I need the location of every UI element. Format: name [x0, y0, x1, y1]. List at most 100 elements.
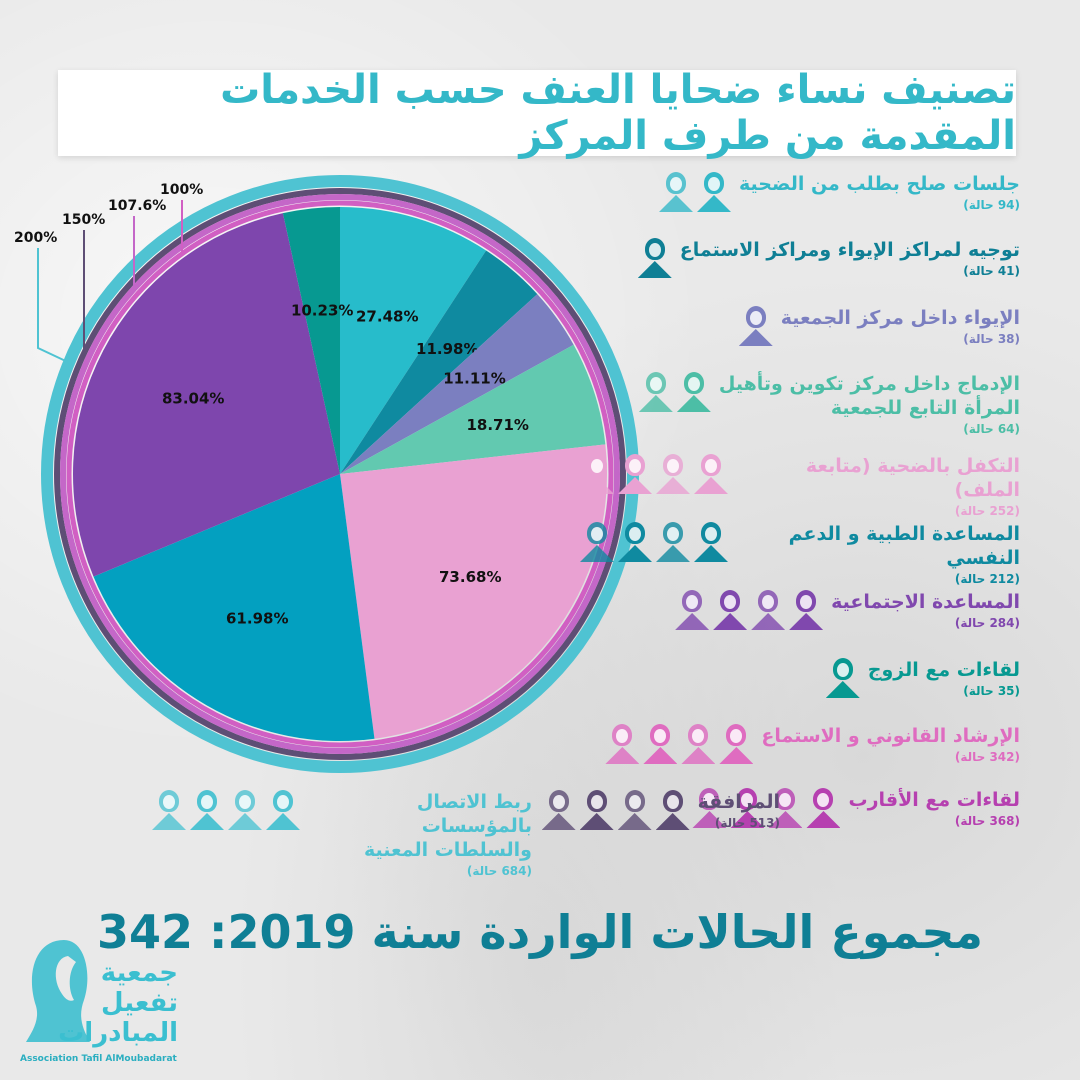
woman-icon [579, 790, 614, 830]
woman-icon [681, 724, 716, 764]
legend-item-6: المساعدة الاجتماعية (284 حالة) [580, 590, 1020, 650]
legend-label: ربط الاتصال بالمؤسسات [416, 791, 532, 837]
woman-icon [694, 454, 728, 494]
woman-icon [825, 658, 860, 698]
pie-slice-4 [340, 444, 607, 739]
legend-label: المساعدة الاجتماعية [831, 591, 1020, 613]
ring-2 [60, 194, 620, 754]
woman-icon [676, 372, 711, 412]
pie-slice-1 [340, 250, 538, 474]
legend-text: الإرشاد القانوني و الاستماع (342 حالة) [761, 724, 1020, 784]
legend-icons [638, 372, 711, 432]
logo-latin-text: Association Tafil AlMoubadarat [20, 1054, 177, 1064]
title-box: تصنيف نساء ضحايا العنف حسب الخدمات المقد… [58, 67, 1016, 159]
page-title: تصنيف نساء ضحايا العنف حسب الخدمات المقد… [220, 67, 1016, 159]
logo: جمعية تفعيل المبادرات Association Tafil … [18, 930, 178, 1070]
ring-label-2: 107.6% [108, 198, 166, 214]
legend-label: الإدماج داخل مركز تكوين وتأهيل [718, 373, 1020, 395]
legend-icons [580, 522, 728, 582]
legend-text: ربط الاتصال بالمؤسسات والسلطات المعنية (68… [308, 790, 532, 878]
ring-label-0: 200% [14, 230, 57, 246]
legend-count: (284 حالة) [954, 616, 1020, 630]
woman-icon [789, 590, 824, 630]
legend-item-8: الإرشاد القانوني و الاستماع (342 حالة) [580, 724, 1020, 784]
woman-icon [580, 522, 614, 562]
logo-line-1: جمعية [100, 958, 178, 988]
bottom-legend-item-1: ربط الاتصال بالمؤسسات والسلطات المعنية (68… [152, 790, 532, 878]
logo-text: جمعية تفعيل المبادرات [58, 958, 178, 1048]
woman-icon [637, 238, 672, 278]
woman-icon [643, 724, 678, 764]
legend-label: لقاءات مع الأقارب [848, 789, 1020, 811]
woman-icon [638, 372, 673, 412]
legend-item-1: توجيه لمراكز الإيواء ومراكز الاستماع (41 … [580, 238, 1020, 298]
woman-icon [152, 790, 186, 830]
woman-icon [228, 790, 262, 830]
legend-text: المساعدة الاجتماعية (284 حالة) [831, 590, 1020, 650]
legend-item-5: المساعدة الطبية و الدعم النفسي (212 حالة) [580, 522, 1020, 586]
pie-slice-3 [340, 344, 606, 474]
legend-label: المساعدة الطبية و الدعم النفسي [788, 523, 1020, 569]
slice-label-7: 10.23% [291, 301, 353, 319]
woman-icon [618, 454, 652, 494]
woman-icon [806, 788, 841, 828]
legend-icons [738, 306, 773, 366]
woman-icon [605, 724, 640, 764]
legend-item-2: الإيواء داخل مركز الجمعية (38 حالة) [580, 306, 1020, 366]
total-cases: مجموع الحالات الواردة سنة 2019: 342 [96, 905, 984, 959]
legend-icons [637, 238, 672, 298]
woman-icon [617, 790, 652, 830]
logo-line-2: تفعيل [101, 988, 178, 1018]
slice-label-5: 61.98% [226, 609, 288, 627]
legend-item-0: جلسات صلح بطلب من الضحية (94 حالة) [580, 172, 1020, 232]
legend-item-3: الإدماج داخل مركز تكوين وتأهيل المرأة الت… [580, 372, 1020, 436]
woman-icon [719, 724, 754, 764]
woman-icon [730, 788, 765, 828]
bottom-legend-item-0: المرافقة (513 حالة) [541, 790, 780, 866]
woman-icon [692, 788, 727, 828]
legend-count: (212 حالة) [954, 572, 1020, 586]
woman-icon [675, 590, 710, 630]
legend-icons [692, 788, 841, 848]
pie-slice-7 [282, 207, 340, 474]
legend-count: (64 حالة) [963, 422, 1020, 436]
legend-label: جلسات صلح بطلب من الضحية [739, 173, 1020, 195]
slice-label-6: 83.04% [162, 389, 224, 407]
woman-icon [694, 522, 728, 562]
legend-text: لقاءات مع الزوج (35 حالة) [868, 658, 1020, 718]
legend-text: التكفل بالضحية (متابعة الملف) (252 حالة) [736, 454, 1020, 518]
slice-label-3: 18.71% [466, 416, 528, 434]
woman-icon [655, 790, 690, 830]
legend-count: (94 حالة) [963, 198, 1020, 212]
legend-icons [580, 454, 728, 514]
pie-slice-2 [340, 294, 574, 474]
legend-count: (684 حالة) [466, 864, 532, 878]
legend-count: (35 حالة) [963, 684, 1020, 698]
ring-label-3: 100% [160, 182, 203, 198]
legend-text: المساعدة الطبية و الدعم النفسي (212 حالة) [736, 522, 1020, 586]
woman-icon [618, 522, 652, 562]
woman-icon [751, 590, 786, 630]
legend-count: (252 حالة) [954, 504, 1020, 518]
legend-text: الإيواء داخل مركز الجمعية (38 حالة) [781, 306, 1020, 366]
legend-item-4: التكفل بالضحية (متابعة الملف) (252 حالة) [580, 454, 1020, 518]
legend-text: توجيه لمراكز الإيواء ومراكز الاستماع (41 … [680, 238, 1020, 298]
woman-icon [738, 306, 773, 346]
legend-text: جلسات صلح بطلب من الضحية (94 حالة) [739, 172, 1020, 232]
legend-icons [541, 790, 690, 866]
slice-label-2: 11.11% [443, 369, 505, 387]
legend-icons [659, 172, 731, 232]
slice-label-1: 11.98% [416, 340, 478, 358]
woman-icon [656, 454, 690, 494]
legend-count: (38 حالة) [963, 332, 1020, 346]
pie-slice-6 [72, 213, 341, 577]
legend-icons [605, 724, 754, 784]
woman-icon [659, 172, 693, 212]
slice-label-4: 73.68% [439, 568, 501, 586]
legend-label: الإيواء داخل مركز الجمعية [780, 307, 1020, 329]
legend-icons [152, 790, 300, 866]
ring-leader-line-0 [37, 248, 73, 365]
ring-label-1: 150% [62, 212, 105, 228]
woman-icon [190, 790, 224, 830]
